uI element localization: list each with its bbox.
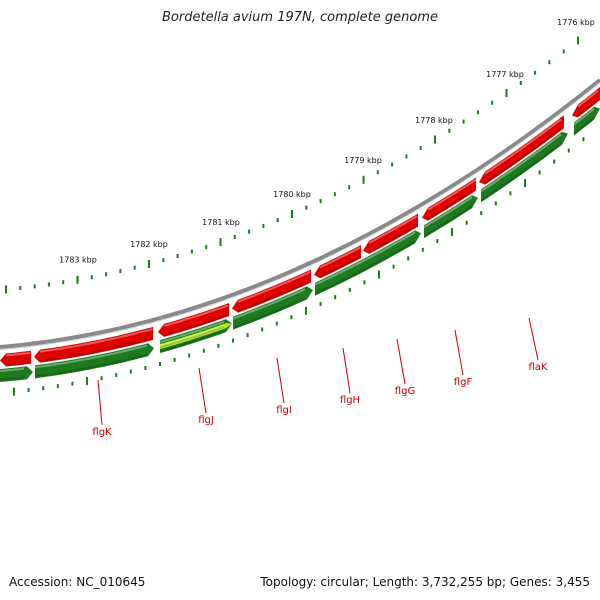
forward-gene-8[interactable] — [479, 115, 564, 185]
reverse-gene-5-shade — [314, 240, 416, 295]
kbp-labels: 1783 kbp 1782 kbp 1781 kbp 1780 kbp 1779 kbp… — [59, 18, 595, 265]
forward-gene-2-shine — [39, 328, 153, 353]
reverse-gene-1[interactable] — [0, 366, 33, 382]
reverse-gene-4-shine — [232, 288, 306, 320]
backbone-line — [0, 78, 600, 349]
inner-tick-marks — [13, 137, 585, 396]
gene-label-leader — [396, 338, 406, 385]
kbp-label: 1779 kbp — [344, 156, 382, 165]
reverse-gene-4[interactable] — [233, 286, 313, 330]
kbp-label: 1780 kbp — [273, 190, 311, 199]
reverse-gene-3-shade — [159, 329, 225, 352]
forward-gene-8-shine — [484, 118, 562, 175]
gene-label-leader — [97, 379, 103, 426]
gene-labels[interactable]: flgK flgJ flgI flgH flgG flgF flaK — [92, 317, 548, 438]
forward-gene-1-shade — [5, 360, 31, 366]
reverse-strand-genes[interactable] — [0, 106, 600, 382]
forward-gene-4[interactable] — [232, 269, 311, 313]
highlighted-gene[interactable] — [160, 323, 232, 349]
forward-gene-5[interactable] — [314, 245, 361, 279]
kbp-label: 1781 kbp — [202, 218, 240, 227]
accession-text: Accession: NC_010645 — [9, 575, 146, 589]
gene-label-leader — [198, 367, 207, 414]
reverse-gene-6-shade — [423, 205, 473, 237]
reverse-gene-2-shine — [34, 344, 148, 369]
forward-gene-9-shine — [577, 89, 599, 108]
gene-label-leader — [342, 347, 351, 394]
reverse-gene-1-shine — [0, 367, 25, 372]
highlighted-gene-shade — [159, 325, 225, 348]
forward-gene-7[interactable] — [422, 177, 476, 221]
reverse-gene-2-shade — [34, 353, 148, 378]
forward-gene-1[interactable] — [0, 350, 31, 367]
forward-gene-5-shine — [319, 246, 361, 269]
forward-gene-8-shade — [484, 127, 562, 184]
reverse-gene-6-shine — [423, 196, 473, 228]
forward-strand-genes[interactable] — [0, 87, 600, 367]
forward-gene-3-shade — [163, 313, 229, 336]
gene-label-flgH[interactable]: flgH — [340, 395, 360, 406]
reverse-gene-1-shade — [0, 376, 25, 381]
forward-gene-3[interactable] — [158, 303, 229, 337]
forward-gene-1-shine — [5, 351, 31, 357]
forward-gene-2-shade — [39, 337, 153, 362]
forward-gene-9[interactable] — [572, 87, 600, 118]
kbp-label: 1778 kbp — [415, 116, 453, 125]
kbp-label: 1776 kbp — [557, 18, 595, 27]
forward-gene-6-shine — [368, 215, 418, 244]
gene-label-leader — [454, 329, 464, 376]
gene-label-leader — [528, 317, 539, 361]
reverse-gene-5-shine — [314, 231, 416, 286]
gene-label-leader — [276, 357, 285, 404]
gene-label-flgF[interactable]: flgF — [454, 377, 473, 388]
reverse-gene-4-shade — [232, 297, 306, 329]
forward-gene-3-shine — [163, 304, 229, 327]
forward-gene-5-shade — [319, 255, 361, 278]
reverse-gene-7-shine — [480, 133, 562, 193]
forward-gene-6[interactable] — [363, 213, 418, 254]
forward-gene-9-shade — [577, 98, 599, 117]
reverse-gene-7-shade — [480, 142, 562, 202]
reverse-gene-6[interactable] — [424, 195, 478, 239]
reverse-gene-8[interactable] — [574, 106, 600, 136]
forward-gene-7-shine — [427, 178, 477, 211]
forward-gene-4-shine — [237, 271, 311, 303]
gene-label-flgK[interactable]: flgK — [92, 427, 112, 438]
forward-gene-7-shade — [427, 187, 477, 220]
kbp-label: 1782 kbp — [130, 240, 168, 249]
reverse-gene-7[interactable] — [481, 131, 568, 203]
forward-gene-4-shade — [237, 280, 311, 312]
reverse-gene-2[interactable] — [35, 343, 154, 379]
reverse-gene-8-shine — [573, 108, 595, 126]
forward-gene-2[interactable] — [34, 326, 153, 363]
genome-summary-text: Topology: circular; Length: 3,732,255 bp… — [260, 575, 590, 589]
backbone-shadow — [0, 82, 600, 351]
kbp-label: 1777 kbp — [486, 70, 524, 79]
gene-label-flaK[interactable]: flaK — [529, 362, 548, 373]
gene-label-flgI[interactable]: flgI — [276, 405, 292, 416]
reverse-gene-5[interactable] — [315, 230, 421, 296]
forward-gene-6-shade — [368, 224, 418, 253]
outer-tick-marks — [5, 36, 579, 294]
kbp-label: 1783 kbp — [59, 256, 97, 265]
genome-backbone — [0, 78, 600, 351]
highlighted-gene-shine — [159, 324, 225, 347]
gene-label-flgG[interactable]: flgG — [395, 386, 415, 397]
reverse-gene-8-shade — [573, 117, 595, 135]
gene-label-flgJ[interactable]: flgJ — [198, 415, 214, 426]
reverse-gene-3-shine — [159, 320, 225, 343]
map-title: Bordetella avium 197N, complete genome — [162, 10, 438, 25]
